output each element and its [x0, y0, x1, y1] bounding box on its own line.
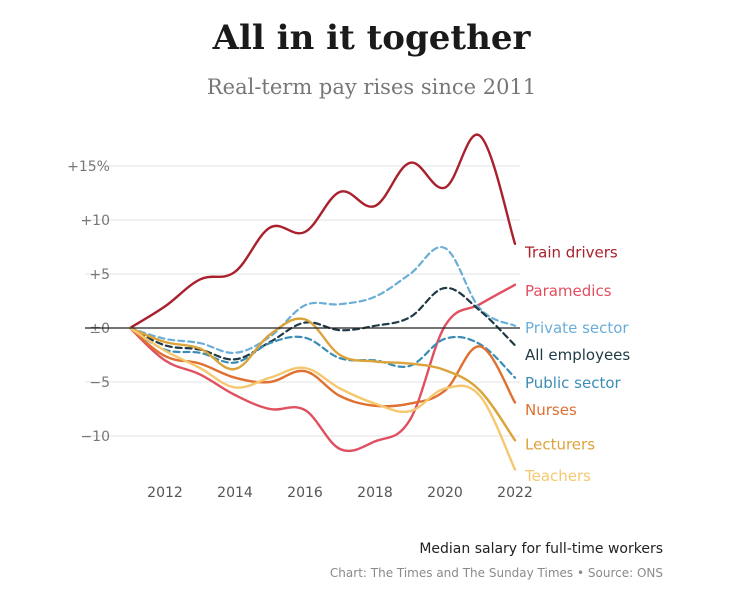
y-tick-label: +5 — [89, 267, 110, 283]
x-tick-label: 2020 — [427, 485, 463, 501]
x-tick-label: 2018 — [357, 485, 393, 501]
series-label-teachers: Teachers — [524, 467, 591, 485]
y-tick-label: −5 — [89, 375, 110, 391]
series-line-train-drivers — [128, 133, 517, 330]
x-tick-label: 2022 — [497, 485, 533, 501]
series-label-lecturers: Lecturers — [525, 436, 595, 454]
series-line-paramedics — [128, 283, 517, 453]
series-line-public-sector — [128, 326, 517, 379]
y-tick-label: −10 — [80, 429, 110, 445]
x-axis-tick-labels: 2012 2014 2016 2018 2020 2022 — [147, 485, 533, 501]
chart-title: All in it together — [212, 18, 531, 58]
series-label-nurses: Nurses — [525, 401, 577, 419]
series-line-teachers — [128, 326, 517, 471]
series-label-paramedics: Paramedics — [525, 282, 612, 300]
series-label-public-sector: Public sector — [525, 374, 622, 392]
series-label-private-sector: Private sector — [525, 319, 629, 337]
gridlines — [85, 165, 520, 437]
y-tick-label: ±0 — [89, 321, 110, 337]
series-label-train-drivers: Train drivers — [524, 243, 618, 261]
x-tick-label: 2012 — [147, 485, 183, 501]
x-tick-label: 2016 — [287, 485, 323, 501]
series-line-all-employees — [128, 286, 517, 361]
y-tick-label: +10 — [80, 213, 110, 229]
series-line-private-sector — [128, 246, 517, 354]
series-labels: Train drivers Paramedics Private sector All… — [524, 243, 630, 485]
footnote: Median salary for full-time workers — [419, 541, 663, 557]
series-lines — [128, 133, 517, 471]
x-tick-label: 2014 — [217, 485, 253, 501]
source-credit: Chart: The Times and The Sunday Times • … — [329, 566, 663, 580]
series-label-all-employees: All employees — [525, 346, 630, 364]
y-axis-tick-labels: +15% +10 +5 ±0 −5 −10 — [67, 159, 110, 445]
series-line-nurses — [128, 326, 517, 408]
series-line-lecturers — [128, 317, 517, 442]
chart-subtitle: Real-term pay rises since 2011 — [206, 75, 537, 99]
y-tick-label: +15% — [67, 159, 110, 175]
